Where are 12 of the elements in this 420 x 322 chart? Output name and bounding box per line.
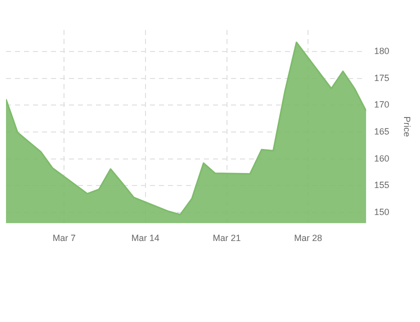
y-tick-label: 160 [374, 153, 390, 164]
x-tick-label: Mar 21 [212, 233, 241, 244]
y-tick-label: 175 [374, 72, 390, 83]
x-tick-label: Mar 14 [131, 233, 160, 244]
y-tick-label: 155 [374, 180, 390, 190]
y-tick-label: 150 [374, 206, 390, 217]
y-axis-title: Price [402, 116, 412, 137]
x-tick-label: Mar 28 [294, 233, 322, 244]
y-tick-label: 180 [374, 46, 390, 56]
y-tick-label: 170 [374, 100, 390, 110]
x-tick-label: Mar 7 [52, 233, 76, 244]
y-tick-label: 165 [374, 126, 390, 136]
